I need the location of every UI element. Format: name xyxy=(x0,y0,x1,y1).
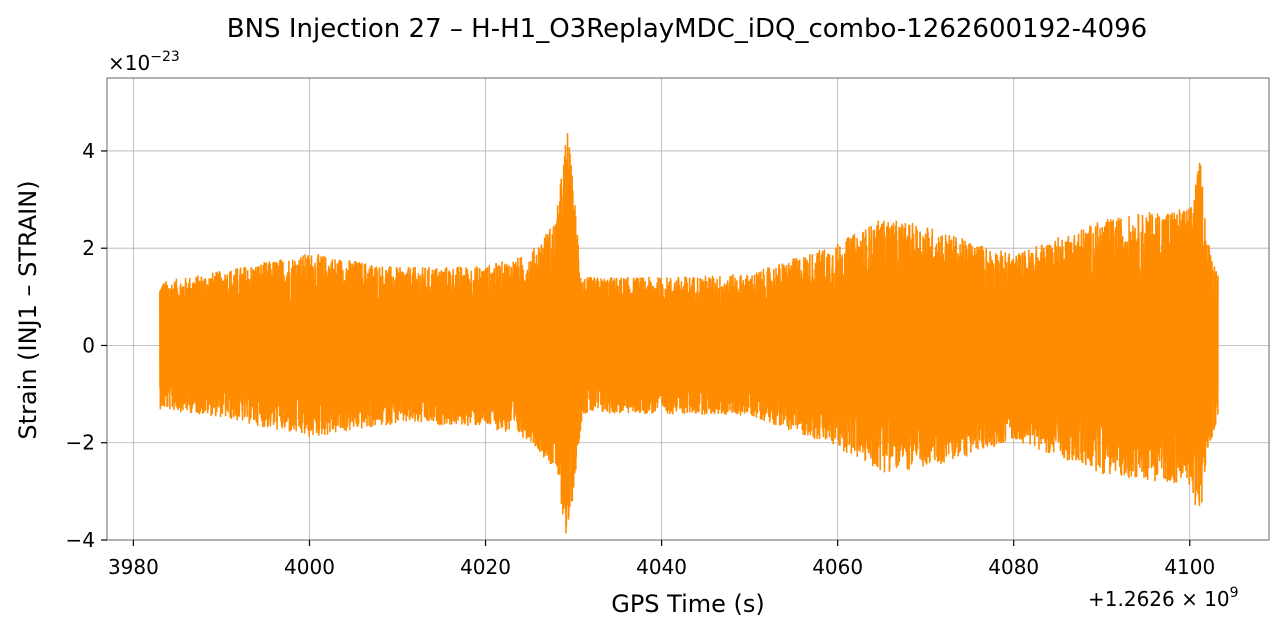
y-tick-label: 4 xyxy=(82,139,95,163)
x-axis-title: GPS Time (s) xyxy=(611,590,765,618)
y-axis-title: Strain (INJ1 – STRAIN) xyxy=(14,180,42,439)
y-tick-label: −2 xyxy=(66,431,95,455)
x-tick-label: 3980 xyxy=(108,555,159,579)
x-tick-label: 4080 xyxy=(988,555,1039,579)
plot-area xyxy=(159,133,1219,534)
x-tick-label: 4040 xyxy=(636,555,687,579)
y-tick-label: −4 xyxy=(66,528,95,552)
y-axis: −4 −2 0 2 4 xyxy=(66,139,107,552)
y-tick-label: 2 xyxy=(82,236,95,260)
x-tick-label: 4100 xyxy=(1164,555,1215,579)
x-axis: 3980 4000 4020 4040 4060 4080 4100 xyxy=(108,540,1215,579)
x-tick-label: 4060 xyxy=(812,555,863,579)
x-tick-label: 4000 xyxy=(284,555,335,579)
chart-title: BNS Injection 27 – H-H1_O3ReplayMDC_iDQ_… xyxy=(227,14,1147,44)
strain-series-line xyxy=(159,133,1219,534)
plot-frame xyxy=(106,77,1270,541)
x-offset-label: +1.2626 × 109 xyxy=(1088,585,1239,611)
y-tick-label: 0 xyxy=(82,333,95,357)
y-scale-label: ×10−23 xyxy=(108,49,180,75)
x-tick-label: 4020 xyxy=(460,555,511,579)
